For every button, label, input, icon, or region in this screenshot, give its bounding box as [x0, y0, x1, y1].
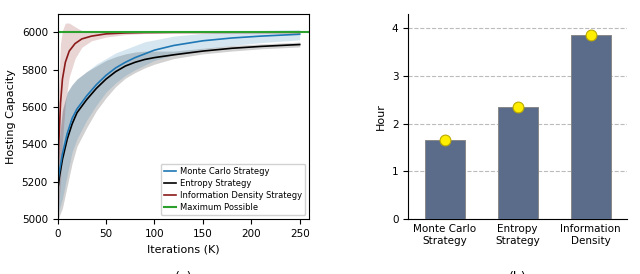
Monte Carlo Strategy [199, 39, 207, 42]
Information Density Strategy [141, 31, 148, 34]
Information Density Strategy [170, 31, 178, 34]
Entropy Strategy [131, 61, 139, 64]
Entropy Strategy [112, 70, 120, 73]
Maximum Possible [54, 31, 61, 34]
Entropy Strategy [122, 64, 129, 68]
Monte Carlo Strategy [296, 33, 303, 36]
Information Density Strategy [71, 42, 79, 45]
Point [513, 105, 523, 109]
Point [440, 138, 450, 142]
Entropy Strategy [68, 122, 76, 125]
X-axis label: Iterations (K): Iterations (K) [147, 244, 220, 255]
Entropy Strategy [59, 158, 67, 161]
Entropy Strategy [73, 111, 81, 114]
Entropy Strategy [141, 58, 148, 61]
Information Density Strategy [122, 31, 129, 35]
Monte Carlo Strategy [54, 182, 61, 185]
Entropy Strategy [228, 47, 236, 50]
Y-axis label: Hour: Hour [376, 103, 387, 130]
Information Density Strategy [102, 32, 110, 36]
Point [586, 33, 596, 37]
Monte Carlo Strategy [83, 94, 90, 98]
Bar [498, 107, 538, 219]
Monte Carlo Strategy [63, 132, 71, 135]
Text: (b): (b) [509, 271, 527, 274]
Entropy Strategy [56, 175, 63, 178]
Monte Carlo Strategy [68, 117, 76, 120]
Monte Carlo Strategy [150, 48, 158, 52]
Information Density Strategy [57, 102, 65, 105]
Maximum Possible [55, 31, 63, 34]
Entropy Strategy [93, 87, 100, 90]
Entropy Strategy [150, 56, 158, 59]
Monte Carlo Strategy [59, 152, 67, 155]
Monte Carlo Strategy [122, 61, 129, 64]
Entropy Strategy [199, 49, 207, 53]
Monte Carlo Strategy [257, 35, 265, 38]
Entropy Strategy [296, 43, 303, 46]
Monte Carlo Strategy [131, 56, 139, 59]
Information Density Strategy [199, 31, 207, 34]
Information Density Strategy [248, 31, 255, 34]
Entropy Strategy [83, 98, 90, 101]
Line: Monte Carlo Strategy: Monte Carlo Strategy [58, 34, 300, 184]
Text: (a): (a) [175, 271, 192, 274]
Information Density Strategy [78, 37, 86, 41]
Monte Carlo Strategy [102, 74, 110, 77]
Entropy Strategy [63, 137, 71, 141]
Monte Carlo Strategy [141, 52, 148, 56]
Entropy Strategy [54, 190, 61, 193]
Y-axis label: Hosting Capacity: Hosting Capacity [6, 69, 16, 164]
Legend: Monte Carlo Strategy, Entropy Strategy, Information Density Strategy, Maximum Po: Monte Carlo Strategy, Entropy Strategy, … [161, 164, 305, 215]
Information Density Strategy [61, 61, 69, 64]
Monte Carlo Strategy [228, 36, 236, 40]
Information Density Strategy [65, 49, 73, 53]
Monte Carlo Strategy [170, 44, 178, 47]
Line: Information Density Strategy: Information Density Strategy [58, 32, 300, 191]
Monte Carlo Strategy [73, 107, 81, 111]
Information Density Strategy [59, 78, 67, 81]
Bar [425, 140, 465, 219]
Information Density Strategy [88, 35, 95, 38]
Monte Carlo Strategy [112, 66, 120, 70]
Information Density Strategy [55, 147, 63, 150]
Information Density Strategy [54, 190, 61, 193]
Line: Entropy Strategy: Entropy Strategy [58, 44, 300, 191]
Information Density Strategy [296, 31, 303, 34]
Entropy Strategy [257, 45, 265, 48]
Entropy Strategy [102, 78, 110, 81]
Bar [571, 35, 611, 219]
Monte Carlo Strategy [93, 83, 100, 86]
Entropy Strategy [170, 53, 178, 56]
Monte Carlo Strategy [56, 169, 63, 172]
